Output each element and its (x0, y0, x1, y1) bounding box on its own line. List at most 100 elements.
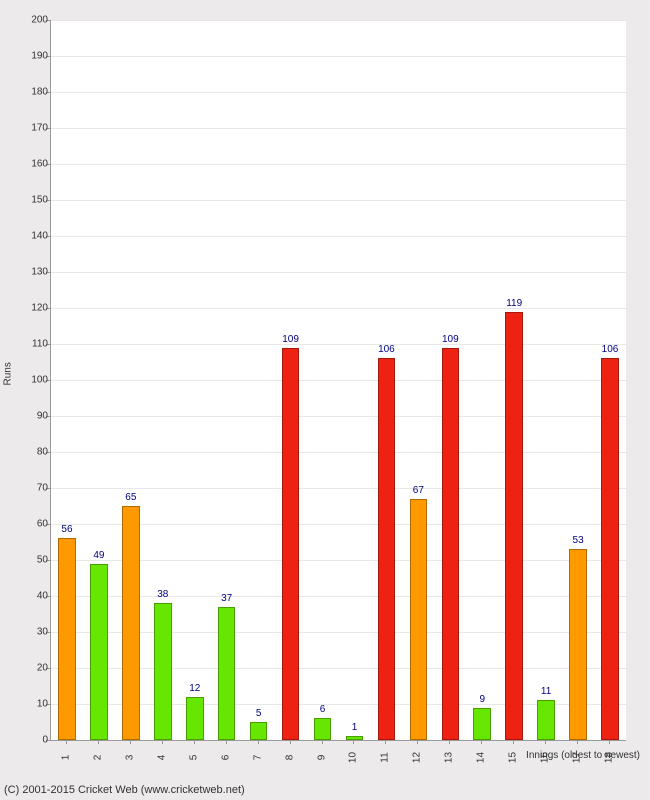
y-tick-label: 190 (18, 51, 48, 62)
bar (122, 506, 140, 740)
y-tick-label: 110 (18, 339, 48, 350)
grid-line (51, 200, 626, 201)
bar (442, 348, 460, 740)
bar (218, 607, 236, 740)
x-tick (290, 740, 291, 744)
y-tick-label: 100 (18, 375, 48, 386)
x-tick (98, 740, 99, 744)
y-tick-label: 0 (18, 735, 48, 746)
bar-value-label: 109 (282, 334, 299, 345)
bar-value-label: 56 (61, 524, 72, 535)
x-tick (353, 740, 354, 744)
x-tick-label: 11 (380, 748, 391, 768)
x-tick-label: 12 (412, 748, 423, 768)
grid-line (51, 92, 626, 93)
y-tick-label: 20 (18, 663, 48, 674)
bar-value-label: 67 (413, 485, 424, 496)
bar (505, 312, 523, 740)
bar-value-label: 6 (320, 704, 326, 715)
x-tick (162, 740, 163, 744)
bar (186, 697, 204, 740)
x-tick-label: 2 (92, 748, 103, 768)
grid-line (51, 452, 626, 453)
x-tick-label: 16 (540, 748, 551, 768)
x-tick-label: 9 (316, 748, 327, 768)
x-tick-label: 6 (220, 748, 231, 768)
grid-line (51, 20, 626, 21)
x-tick (545, 740, 546, 744)
bar-value-label: 37 (221, 593, 232, 604)
y-tick-label: 200 (18, 15, 48, 26)
bar (58, 538, 76, 740)
grid-line (51, 128, 626, 129)
x-tick (130, 740, 131, 744)
x-tick (258, 740, 259, 744)
bar (314, 718, 332, 740)
y-tick-label: 10 (18, 699, 48, 710)
x-tick (194, 740, 195, 744)
bar (346, 736, 364, 740)
y-tick-label: 140 (18, 231, 48, 242)
bar (154, 603, 172, 740)
x-tick (226, 740, 227, 744)
y-tick-label: 130 (18, 267, 48, 278)
x-tick-label: 3 (124, 748, 135, 768)
bar-value-label: 106 (602, 344, 619, 355)
bar-value-label: 53 (573, 535, 584, 546)
x-tick-label: 14 (476, 748, 487, 768)
copyright-text: (C) 2001-2015 Cricket Web (www.cricketwe… (4, 784, 245, 796)
grid-line (51, 416, 626, 417)
bar-value-label: 119 (506, 298, 522, 309)
grid-line (51, 272, 626, 273)
bar (90, 564, 108, 740)
grid-line (51, 56, 626, 57)
grid-line (51, 164, 626, 165)
grid-line (51, 380, 626, 381)
bar-value-label: 38 (157, 589, 168, 600)
x-tick-label: 5 (188, 748, 199, 768)
y-tick-label: 60 (18, 519, 48, 530)
x-tick-label: 7 (252, 748, 263, 768)
grid-line (51, 344, 626, 345)
y-tick-label: 150 (18, 195, 48, 206)
y-tick-label: 70 (18, 483, 48, 494)
x-tick (417, 740, 418, 744)
bar (537, 700, 555, 740)
bar-value-label: 49 (93, 550, 104, 561)
x-tick (577, 740, 578, 744)
bar-value-label: 5 (256, 708, 262, 719)
chart-container: 5649653812375109611066710991191153106 Ru… (0, 0, 650, 800)
x-tick (513, 740, 514, 744)
x-tick-label: 13 (444, 748, 455, 768)
bar-value-label: 65 (125, 492, 136, 503)
y-tick-label: 120 (18, 303, 48, 314)
bar-value-label: 109 (442, 334, 459, 345)
bar (250, 722, 268, 740)
x-tick (385, 740, 386, 744)
bar (282, 348, 300, 740)
x-tick-label: 17 (572, 748, 583, 768)
bar-value-label: 106 (378, 344, 395, 355)
bar-value-label: 9 (479, 694, 485, 705)
grid-line (51, 308, 626, 309)
bar-value-label: 12 (189, 683, 200, 694)
x-tick-label: 10 (348, 748, 359, 768)
x-tick (609, 740, 610, 744)
y-tick-label: 80 (18, 447, 48, 458)
y-axis-label: Runs (3, 362, 14, 385)
y-tick-label: 40 (18, 591, 48, 602)
y-tick-label: 50 (18, 555, 48, 566)
y-tick-label: 30 (18, 627, 48, 638)
y-tick-label: 170 (18, 123, 48, 134)
x-tick (322, 740, 323, 744)
bar (569, 549, 587, 740)
x-tick (66, 740, 67, 744)
x-tick (449, 740, 450, 744)
x-tick (481, 740, 482, 744)
bar-value-label: 11 (541, 686, 551, 697)
bar (601, 358, 619, 740)
grid-line (51, 236, 626, 237)
x-tick-label: 1 (60, 748, 71, 768)
bar-value-label: 1 (352, 722, 358, 733)
y-tick-label: 90 (18, 411, 48, 422)
